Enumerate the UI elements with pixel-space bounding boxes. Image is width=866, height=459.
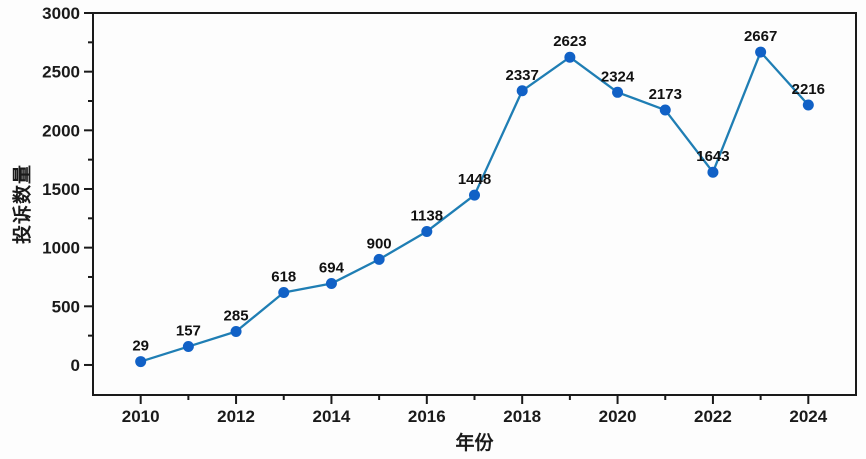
data-point-marker: [373, 253, 385, 265]
x-tick-label: 2018: [503, 407, 541, 426]
y-tick-label: 500: [52, 297, 80, 316]
x-tick-label: 2016: [408, 407, 446, 426]
data-point-marker: [612, 86, 624, 98]
data-point-label: 2173: [649, 86, 682, 103]
data-point-marker: [469, 189, 480, 201]
data-point-marker: [564, 51, 576, 63]
y-tick-label: 2000: [42, 121, 80, 140]
data-point-label: 618: [271, 268, 296, 285]
data-point-marker: [325, 278, 337, 290]
x-axis-title: 年份: [455, 433, 494, 454]
y-tick-label: 3000: [42, 4, 80, 23]
data-point-marker: [421, 225, 433, 237]
data-point-marker: [278, 286, 290, 298]
data-point-label: 1138: [411, 207, 444, 224]
x-tick-label: 2020: [599, 407, 637, 426]
x-tick-label: 2024: [789, 407, 827, 426]
data-point-marker: [755, 46, 767, 58]
data-point-label: 2667: [744, 28, 777, 45]
data-point-label: 29: [132, 338, 149, 355]
data-point-label: 2337: [506, 67, 539, 84]
data-point-label: 2324: [601, 68, 635, 85]
y-tick-label: 0: [71, 356, 80, 375]
y-tick-label: 1000: [42, 239, 80, 258]
x-tick-label: 2012: [217, 407, 255, 426]
data-point-marker: [659, 104, 671, 116]
data-point-label: 900: [367, 235, 392, 252]
data-point-label: 694: [319, 260, 345, 277]
data-point-marker: [516, 85, 528, 97]
data-point-label: 157: [176, 323, 201, 340]
x-tick-label: 2010: [122, 407, 160, 426]
data-point-marker: [182, 341, 194, 353]
plot-frame: [92, 12, 857, 396]
y-tick-label: 1500: [42, 180, 80, 199]
data-point-label: 2623: [553, 33, 586, 50]
x-tick-label: 2022: [694, 407, 732, 426]
data-point-label: 2216: [792, 81, 825, 98]
data-point-label: 285: [224, 308, 249, 325]
y-axis-title: 投诉数量: [12, 163, 34, 245]
y-tick-label: 2500: [42, 63, 80, 82]
data-point-label: 1448: [458, 171, 491, 188]
data-point-marker: [707, 166, 719, 178]
data-point-marker: [135, 356, 147, 368]
data-point-label: 1643: [696, 148, 729, 165]
x-tick-label: 2014: [313, 407, 351, 426]
data-point-marker: [802, 99, 814, 111]
data-point-marker: [230, 326, 242, 338]
